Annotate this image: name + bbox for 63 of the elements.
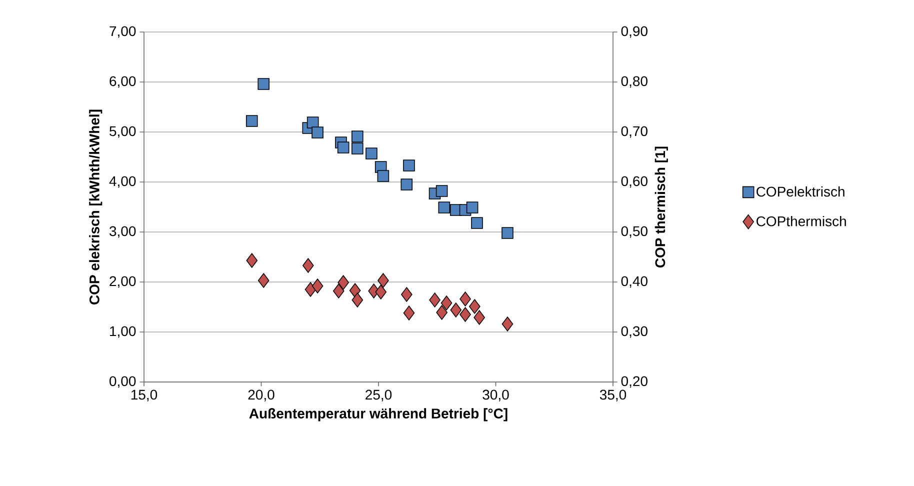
y-tick-label: 7,00 (110, 26, 136, 38)
y-axis-title: COP elekrisch [kWhth/kWhel] (89, 110, 102, 304)
y2-tick-label: 0,60 (621, 176, 648, 188)
point (436, 305, 448, 320)
y2-tick-label: 0,50 (621, 226, 648, 238)
point (403, 160, 415, 172)
point (352, 292, 364, 308)
point (258, 78, 270, 90)
y2-axis-title: COP thermisch [1] (654, 146, 668, 268)
y-tick-label: 1,00 (110, 326, 136, 338)
y-tick-label: 6,00 (110, 76, 136, 88)
point (403, 306, 415, 320)
point (312, 278, 324, 294)
point (332, 284, 344, 298)
point (429, 292, 440, 308)
point (352, 130, 364, 142)
y2-tick-label: 0,80 (621, 76, 648, 88)
point (502, 316, 514, 332)
point (352, 142, 364, 154)
x-tick-label: 35,0 (600, 390, 626, 402)
point (474, 310, 485, 325)
point (400, 178, 413, 190)
point (450, 302, 462, 318)
point (338, 275, 349, 290)
point (436, 185, 448, 197)
point (440, 296, 452, 310)
y2-tick-label: 0,70 (621, 126, 648, 138)
legend-label: COPelektrisch (756, 186, 844, 197)
x-tick-label: 20,0 (248, 390, 274, 402)
y2-tick-label: 0,40 (621, 276, 648, 288)
point (377, 170, 390, 182)
point (469, 299, 480, 314)
y-tick-label: 5,00 (110, 126, 136, 138)
point (302, 258, 314, 273)
y-tick-label: 2,00 (110, 276, 136, 288)
x-tick-label: 25,0 (366, 390, 392, 402)
point (258, 273, 270, 288)
point (460, 292, 471, 306)
point (502, 227, 514, 239)
point (366, 148, 378, 160)
y-tick-label: 4,00 (109, 176, 136, 188)
y2-tick-label: 0,30 (621, 326, 648, 338)
point (400, 287, 412, 302)
point (337, 142, 350, 154)
point (466, 202, 478, 214)
legend-label: COPthermisch (756, 216, 846, 226)
point (312, 126, 324, 138)
point (471, 217, 483, 229)
y2-tick-label: 0,90 (621, 26, 648, 38)
point (306, 116, 319, 128)
point (378, 273, 389, 288)
x-axis-title: Außentemperatur während Betrieb [°C] (249, 408, 508, 422)
point (246, 253, 258, 268)
point (460, 307, 471, 322)
y2-tick-label: 0,20 (621, 376, 648, 388)
point (375, 284, 386, 300)
point (246, 115, 258, 127)
y-tick-label: 0,00 (110, 376, 136, 388)
x-tick-label: 15,0 (131, 390, 158, 402)
point (349, 283, 361, 298)
x-tick-label: 30,0 (482, 390, 509, 402)
point (438, 202, 450, 214)
y-tick-label: 3,00 (110, 226, 136, 238)
